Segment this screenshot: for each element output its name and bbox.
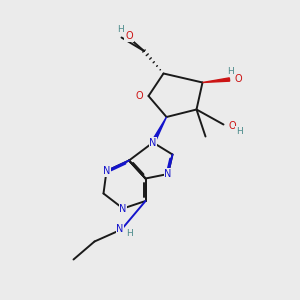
Text: H: H <box>236 127 243 136</box>
Text: O: O <box>125 31 133 41</box>
Text: N: N <box>103 166 110 176</box>
Text: H: H <box>117 25 123 34</box>
Text: H: H <box>228 67 234 76</box>
Text: N: N <box>149 137 157 148</box>
Text: O: O <box>229 121 236 131</box>
Text: N: N <box>116 224 124 235</box>
Text: O: O <box>136 91 143 101</box>
Text: N: N <box>164 169 172 179</box>
Text: N: N <box>119 203 127 214</box>
Polygon shape <box>202 78 230 82</box>
Text: O: O <box>235 74 242 85</box>
Polygon shape <box>152 117 166 143</box>
Text: H: H <box>127 229 133 238</box>
